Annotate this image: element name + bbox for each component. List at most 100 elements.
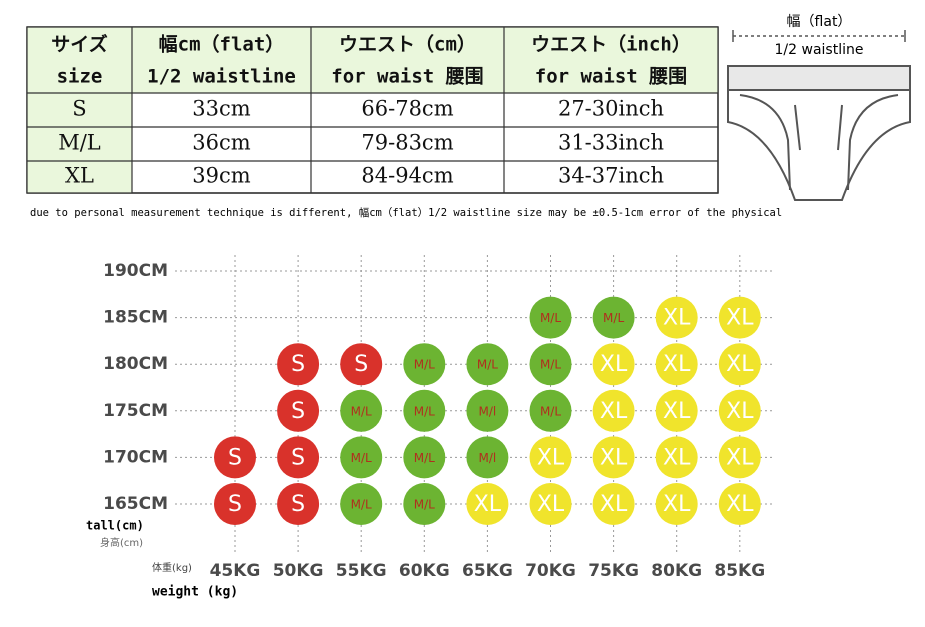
- table-cell: S: [72, 97, 86, 121]
- size-dot: [214, 483, 256, 525]
- size-dot-label: XL: [537, 445, 565, 470]
- size-dot: [277, 436, 320, 479]
- weight-label: 50KG: [273, 561, 324, 581]
- size-dot-label: S: [291, 352, 305, 377]
- table-cell: 27-30inch: [558, 97, 664, 121]
- weight-label: 65KG: [462, 561, 513, 581]
- size-dot-label: XL: [600, 492, 628, 517]
- table-lines: [26, 26, 719, 194]
- size-dot-label: M/L: [477, 358, 498, 372]
- size-chart: 190CM 185CM 180CM 175CM 170CM 165CM 45KG 50KG 55…: [103, 255, 775, 581]
- size-dot-label: XL: [537, 492, 565, 517]
- table-cell: 84-94cm: [361, 164, 453, 188]
- size-dot: [718, 389, 761, 432]
- table-cell: 36cm: [192, 131, 250, 155]
- size-dot-label: XL: [663, 399, 691, 424]
- size-dot: [277, 389, 320, 432]
- size-dot: [403, 436, 446, 479]
- size-dot: [529, 436, 572, 479]
- size-col-bg: [27, 93, 132, 193]
- table-cell: 31-33inch: [558, 131, 664, 155]
- size-dot-label: S: [291, 445, 305, 470]
- size-dot-label: XL: [600, 445, 628, 470]
- table-cell: M/L: [58, 131, 101, 155]
- size-dot-label: S: [228, 445, 242, 470]
- size-dot-label: M/L: [351, 451, 372, 465]
- table-cell: 66-78cm: [361, 97, 453, 121]
- size-dot: [529, 389, 572, 432]
- size-dot: [403, 343, 446, 386]
- size-dot: [655, 483, 698, 525]
- size-dot: [718, 343, 761, 386]
- diagram-top-label: 幅（flat）: [787, 14, 852, 30]
- size-dot-label: M/L: [414, 358, 435, 372]
- height-label: 175CM: [103, 401, 168, 421]
- size-dot: [466, 343, 509, 386]
- height-label: 180CM: [103, 354, 168, 374]
- header-bg: [27, 27, 718, 93]
- weight-label: 45KG: [210, 561, 261, 581]
- size-dot-label: M/L: [414, 404, 435, 418]
- x-label: weight (kg): [152, 585, 238, 600]
- table-cell: 33cm: [192, 97, 250, 121]
- x-label-cn: 体重(kg): [152, 561, 192, 574]
- size-dot: [466, 483, 509, 525]
- header-cell: 1/2 waistline: [147, 66, 296, 88]
- height-label: 185CM: [103, 308, 168, 328]
- size-dot-label: XL: [726, 492, 754, 517]
- size-dot-label: S: [354, 352, 368, 377]
- size-dot: [529, 483, 572, 525]
- size-dot-label: XL: [726, 306, 754, 331]
- size-dot: [340, 389, 383, 432]
- weight-label: 80KG: [651, 561, 702, 581]
- size-dot-label: XL: [474, 492, 502, 517]
- briefs-diagram: [727, 30, 911, 201]
- note: due to personal measurement technique is…: [30, 206, 782, 219]
- header-cell: 幅cm（flat）: [159, 33, 285, 56]
- size-dot: [466, 389, 509, 432]
- size-dot: [277, 483, 320, 525]
- size-dot: [403, 389, 446, 432]
- weight-label: 60KG: [399, 561, 450, 581]
- size-dot: [340, 343, 383, 386]
- diagram-bottom-label: 1/2 waistline: [775, 42, 864, 58]
- table-cell: 39cm: [192, 164, 250, 188]
- size-dot: [592, 343, 635, 386]
- size-dot-label: XL: [726, 399, 754, 424]
- size-dot-label: XL: [663, 445, 691, 470]
- size-dot-label: S: [291, 399, 305, 424]
- size-dot: [655, 436, 698, 479]
- size-dot-label: M/L: [351, 404, 372, 418]
- size-dot-label: S: [291, 492, 305, 517]
- size-dot: [592, 296, 635, 339]
- size-table: [26, 26, 719, 194]
- header-cell: for waist 腰围: [535, 66, 687, 88]
- size-dot: [592, 389, 635, 432]
- header-cell: for waist 腰围: [331, 66, 483, 88]
- size-dot-label: XL: [663, 352, 691, 377]
- size-dot: [655, 343, 698, 386]
- size-dot-label: M/l: [479, 451, 497, 465]
- header-cell: size: [57, 66, 103, 88]
- size-dot-label: XL: [726, 445, 754, 470]
- size-dot: [529, 343, 572, 386]
- size-dot-label: M/L: [540, 358, 561, 372]
- size-dot: [718, 436, 761, 479]
- size-dot: [655, 389, 698, 432]
- header-cell: ウエスト（cm）: [339, 33, 476, 56]
- weight-label: 85KG: [714, 561, 765, 581]
- size-dot-label: S: [228, 492, 242, 517]
- size-dot: [466, 436, 509, 479]
- size-dot: [340, 483, 383, 525]
- size-dot-label: XL: [600, 399, 628, 424]
- size-dot-label: M/l: [479, 404, 497, 418]
- size-dot: [592, 436, 635, 479]
- height-label: 170CM: [103, 447, 168, 467]
- size-dot: [592, 483, 635, 525]
- size-dot: [277, 343, 320, 386]
- size-dot: [655, 296, 698, 339]
- size-dot: [214, 436, 256, 479]
- size-dot-label: M/L: [414, 498, 435, 512]
- size-dot: [403, 483, 446, 525]
